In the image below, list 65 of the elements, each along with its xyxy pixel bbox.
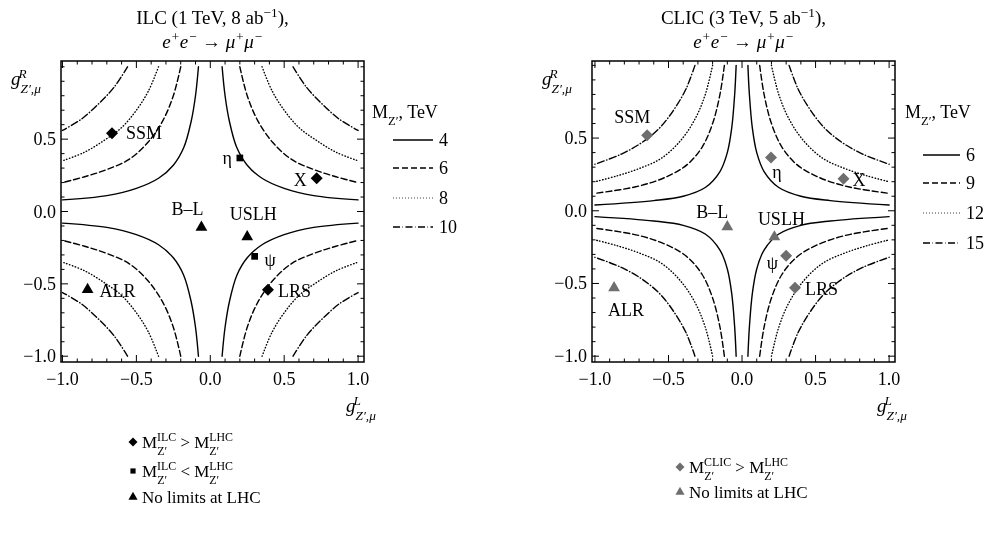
legend-label: No limits at LHC [689, 483, 808, 502]
y-tick-label: −1.0 [554, 346, 587, 367]
legend-title: M$_{Z′}$, TeV [372, 102, 438, 128]
point [768, 230, 781, 241]
x-tick-label: 0.5 [804, 369, 827, 389]
annotation: ψ [766, 252, 779, 273]
annotation: LRS [804, 278, 838, 299]
y-tick-label: −0.5 [23, 273, 56, 294]
annotation: ALR [99, 280, 136, 301]
point [837, 172, 850, 185]
point [765, 151, 778, 164]
x-tick-label: −1.0 [578, 369, 612, 389]
legend-label: 15 [966, 233, 984, 253]
y-tick-label: 0.0 [33, 201, 56, 222]
point [310, 172, 323, 185]
point [195, 220, 208, 231]
annotation: B–L [696, 201, 729, 222]
y-tick-label: 0.0 [564, 200, 587, 221]
x-tick-label: 0.0 [199, 369, 222, 389]
annotation: X [293, 170, 307, 191]
x-tick-label: 0.5 [272, 369, 296, 389]
chart-subtitle: e$^{+}$e$^{−}$ → μ$^{+}$μ$^{−}$ [693, 28, 794, 52]
y-tick-label: −1.0 [23, 346, 56, 367]
x-tick-label: −0.5 [652, 369, 685, 389]
y-tick-label: −0.5 [554, 273, 587, 294]
annotation: SSM [614, 107, 651, 128]
legend-label: 10 [439, 217, 457, 237]
annotation: B–L [171, 199, 204, 220]
legend-title: M$_{Z′}$, TeV [905, 102, 971, 128]
legend-label: 6 [966, 145, 975, 165]
legend-label: 8 [439, 188, 448, 208]
y-tick-label: 0.5 [564, 128, 587, 149]
annotation: η [772, 161, 782, 182]
x-tick-label: −0.5 [120, 369, 153, 389]
chart-subtitle: e$^{+}$e$^{−}$ → μ$^{+}$μ$^{−}$ [162, 28, 263, 52]
chart-title: ILC (1 TeV, 8 ab$^{−1}$), [136, 4, 289, 29]
point [251, 253, 258, 260]
point [721, 219, 734, 231]
point [261, 283, 274, 296]
x-tick-label: −1.0 [46, 369, 79, 389]
annotation: USLH [229, 203, 277, 224]
point [105, 127, 118, 140]
legend-label: No limits at LHC [142, 488, 261, 507]
annotation: ψ [264, 250, 277, 271]
x-tick-label: 1.0 [877, 369, 901, 389]
legend-label: 6 [439, 158, 448, 178]
legend-label: 9 [966, 173, 975, 193]
annotation: ALR [608, 299, 645, 320]
annotation: η [222, 147, 232, 168]
point [780, 249, 793, 262]
y-tick-label: 0.5 [33, 129, 56, 150]
point [608, 281, 620, 292]
point [241, 230, 254, 241]
point [641, 129, 654, 142]
annotation: X [852, 169, 866, 190]
x-tick-label: 1.0 [346, 369, 370, 389]
chart-title: CLIC (3 TeV, 5 ab$^{−1}$), [660, 4, 827, 29]
point [236, 154, 244, 162]
point [788, 281, 801, 294]
annotation: LRS [277, 280, 311, 301]
point [81, 282, 94, 294]
x-tick-label: 0.0 [730, 369, 754, 389]
annotation: USLH [757, 208, 805, 229]
legend-label: 12 [966, 203, 984, 223]
legend-label: 4 [439, 130, 448, 150]
